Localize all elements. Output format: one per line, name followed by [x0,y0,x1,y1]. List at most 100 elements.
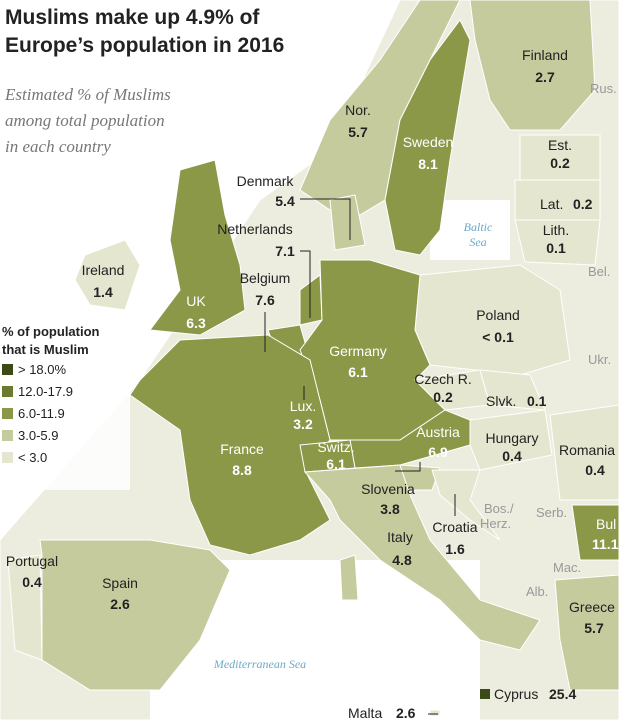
neighbor-label: Rus. [590,81,617,96]
neighbor-label: Alb. [526,584,548,599]
country [149,159,246,336]
country-name: Czech R. [414,371,472,387]
country-value: 3.8 [380,501,400,517]
country [571,504,619,561]
country-name: Italy [387,529,413,545]
title-line: Europe’s population in 2016 [5,34,284,57]
country-value: 2.7 [535,69,555,85]
country-value: 1.6 [445,541,465,557]
country-value: 8.8 [232,462,252,478]
country [384,19,471,256]
country-value: 0.1 [527,393,547,409]
country [469,0,596,131]
country-name: Finland [522,47,568,63]
country-name: Malta [348,705,382,720]
country [74,239,141,311]
country-name: Poland [476,307,520,323]
legend-title: that is Muslim [2,342,89,357]
country-value: 0.4 [22,574,42,590]
country-value: 5.7 [348,124,368,140]
country-value: < 0.1 [482,329,514,345]
country-value: 0.2 [550,155,570,171]
country-name: Denmark [237,173,295,189]
subtitle-line: in each country [5,137,111,156]
country-name: Lux. [290,398,316,414]
neighbor-label: Ukr. [588,352,611,367]
legend-swatch [2,408,13,419]
country-name: Greece [569,599,615,615]
country [431,469,501,541]
legend-swatch [2,452,13,463]
country-value: 6.3 [186,315,206,331]
country-name: France [220,441,264,457]
island [339,554,359,601]
country-name: Bul [596,516,616,532]
leaders [264,198,456,715]
legend-label: < 3.0 [18,450,47,465]
country-labels: Finland 2.7 Nor. 5.7 Sweden 8.1 Est. 0.2… [6,47,619,720]
sea-labels: Baltic Sea Mediterranean Sea [213,220,493,671]
legend-label: > 18.0% [18,362,67,377]
country-value: 0.4 [585,462,605,478]
neighbor-label: Bos./ [484,501,514,516]
leader-line [300,198,351,240]
neighbor-label: Bel. [588,264,610,279]
country-name: Hungary [486,430,539,446]
country [39,539,231,691]
leader-line [300,250,311,318]
country [303,464,541,651]
country-value: 0.2 [573,196,593,212]
country-name: Switz. [317,439,354,455]
country-value: 7.1 [275,243,295,259]
country-name: Portugal [6,553,58,569]
country-value: 3.2 [293,416,313,432]
country-value: 0.4 [502,448,522,464]
country-value: 5.7 [584,620,604,636]
country-name: Netherlands [217,221,293,237]
country-name: UK [186,293,206,309]
country-value: 6.9 [428,444,448,460]
countries [7,0,619,717]
country [429,709,441,717]
legend-swatch [2,430,13,441]
country-name: Slovenia [361,481,415,497]
country-value: 4.8 [392,552,412,568]
country [329,194,366,251]
legend-label: 3.0-5.9 [18,428,58,443]
country-name: Slvk. [486,393,516,409]
title-line: Muslims make up 4.9% of [5,6,260,29]
country-value: 2.6 [110,596,130,612]
country-name: Est. [548,137,572,153]
sea-label: Mediterranean Sea [213,657,306,671]
leader-line [395,462,421,472]
country-name: Croatia [432,519,477,535]
neighbor-label: Serb. [536,505,567,520]
title: Muslims make up 4.9% of Europe’s populat… [4,6,284,156]
country [480,689,490,699]
legend-bg [0,315,130,490]
country-name: Lith. [543,222,569,238]
legend-title: % of population [2,324,100,339]
country-name: Austria [416,424,460,440]
country-value: 0.1 [546,240,566,256]
subtitle-line: among total population [5,111,165,130]
country [554,574,619,691]
country-value: 25.4 [549,686,576,702]
sea-label: Baltic [464,220,493,234]
country [469,409,553,471]
country-value: 6.1 [348,364,368,380]
country-name: Spain [102,575,138,591]
country-name: Nor. [345,102,371,118]
legend-swatch [2,386,13,397]
legend-swatch [2,364,13,375]
country-value: 8.1 [418,156,438,172]
country-value: 5.4 [275,193,295,209]
country-name: Germany [329,343,387,359]
country-name: Sweden [403,134,454,150]
country-value: 2.6 [396,705,416,720]
country-value: 11.1 [592,536,619,552]
country-name: Romania [559,442,615,458]
country-value: 7.6 [255,292,275,308]
country-value: 0.2 [433,389,453,405]
